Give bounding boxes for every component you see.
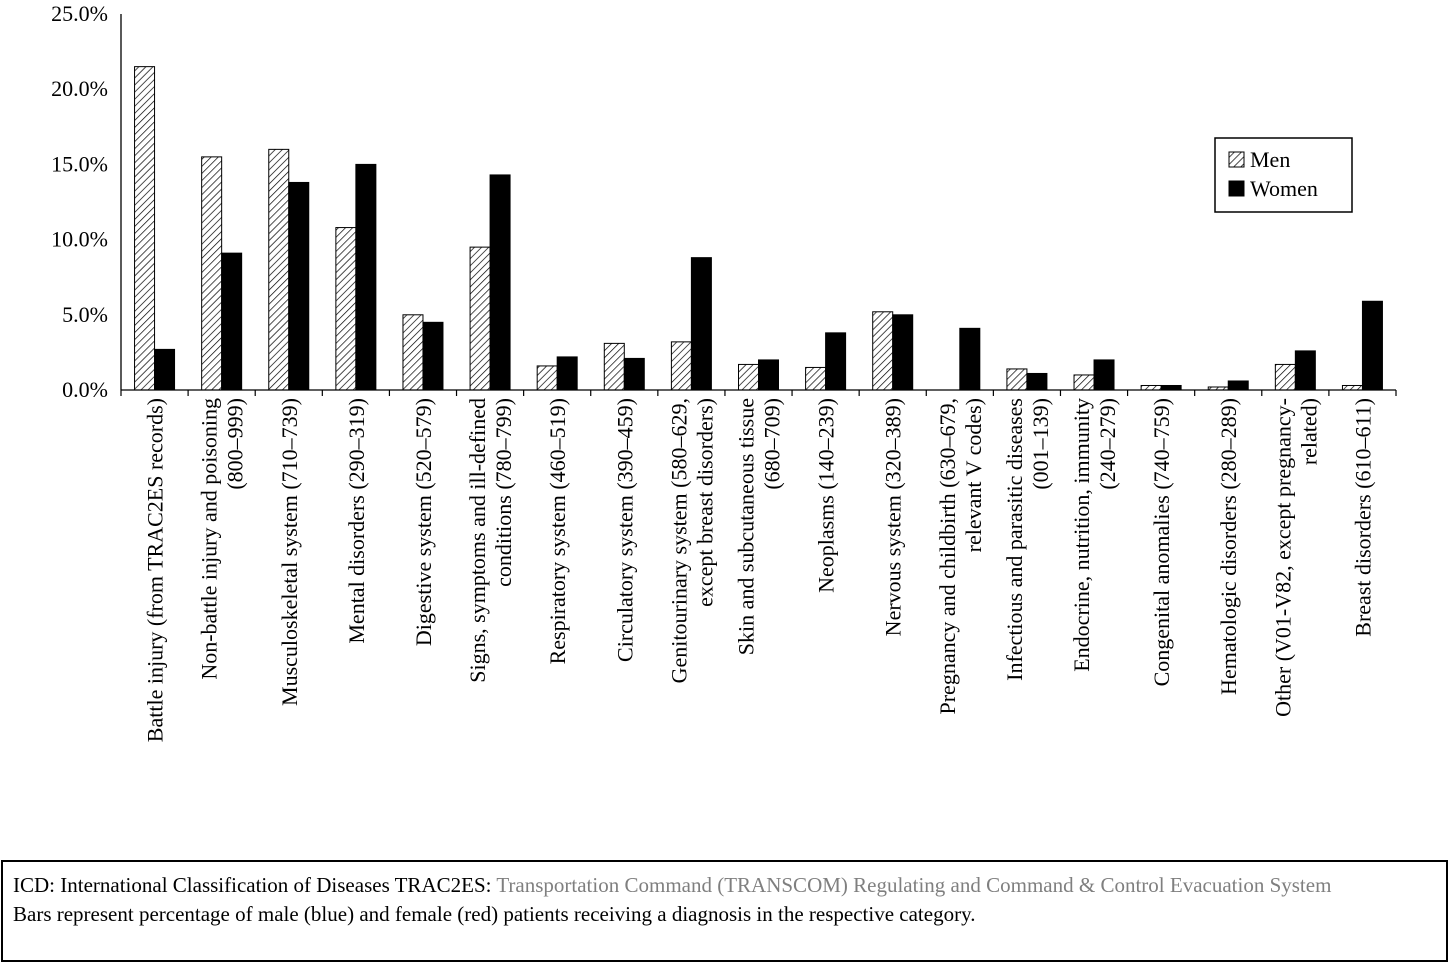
bar-men	[872, 311, 894, 391]
y-tick-label: 5.0%	[62, 302, 108, 327]
x-category-label: Hematologic disorders (280–289)	[1216, 398, 1241, 695]
bar-men	[805, 366, 827, 391]
bar-women	[1294, 350, 1316, 391]
bar-women	[1160, 384, 1182, 391]
bar-men	[1073, 374, 1095, 391]
bar-men	[335, 227, 357, 391]
bar-men	[603, 342, 625, 391]
x-category-label: Signs, symptoms and ill-defined	[465, 398, 490, 683]
bar-men	[536, 365, 558, 391]
x-category-label: Endocrine, nutrition, immunity	[1069, 398, 1094, 672]
footnote-trac2es-definition: Transportation Command (TRANSCOM) Regula…	[496, 873, 1332, 897]
x-axis: Battle injury (from TRAC2ES records) Non-…	[120, 389, 1397, 742]
bar-men	[1274, 363, 1296, 391]
bars	[134, 66, 1383, 391]
x-category-label: (240–279)	[1095, 398, 1120, 490]
bar-men	[268, 148, 290, 391]
x-category-label: (680–709)	[760, 398, 785, 490]
y-axis: 0.0% 5.0% 10.0% 15.0% 20.0% 25.0%	[51, 1, 122, 402]
x-category-label: Musculoskeletal system (710–739)	[277, 398, 302, 706]
bar-men	[402, 314, 424, 391]
bar-men	[670, 341, 692, 391]
bar-women	[221, 252, 243, 391]
x-category-label: Mental disorders (290–319)	[344, 398, 369, 644]
x-category-label: related)	[1296, 398, 1321, 465]
bar-women	[1227, 380, 1249, 391]
legend-swatch-men	[1228, 151, 1245, 168]
x-category-label: Breast disorders (610–611)	[1350, 398, 1375, 637]
y-tick-label: 20.0%	[51, 76, 108, 101]
bar-women	[1093, 359, 1115, 391]
x-category-label: Circulatory system (390–459)	[612, 398, 637, 662]
y-tick-label: 10.0%	[51, 227, 108, 252]
x-category-label: Nervous system (320–389)	[881, 398, 906, 636]
x-category-label: Non-battle injury and poisoning	[197, 398, 222, 680]
footnote-abbrev-text: ICD: International Classification of Dis…	[13, 873, 497, 897]
x-category-label: Pregnancy and childbirth (630–679,	[935, 398, 960, 715]
bar-men	[469, 246, 491, 391]
x-category-label: except breast disorders)	[692, 398, 717, 607]
x-category-label: Congenital anomalies (740–759)	[1149, 398, 1174, 686]
bar-women	[758, 359, 779, 391]
x-category-label: relevant V codes)	[961, 398, 986, 552]
bar-women	[422, 321, 444, 391]
legend: Men Women	[1214, 137, 1353, 213]
x-category-label: Battle injury (from TRAC2ES records)	[143, 398, 168, 742]
legend-box	[1214, 137, 1353, 213]
bar-men	[738, 363, 759, 391]
bar-women	[1026, 372, 1048, 391]
legend-swatch-women	[1228, 180, 1245, 197]
x-category-label: Skin and subcutaneous tissue	[734, 398, 759, 655]
bar-women	[288, 181, 310, 391]
y-tick-label: 0.0%	[62, 377, 108, 402]
x-category-label: Other (V01-V82, except pregnancy-	[1270, 398, 1295, 717]
footnote-line-2: Bars represent percentage of male (blue)…	[13, 902, 976, 926]
x-category-label: Infectious and parasitic diseases	[1002, 398, 1027, 681]
bar-men	[201, 156, 223, 391]
bar-women	[825, 332, 847, 391]
legend-label-men: Men	[1250, 147, 1290, 172]
bar-men	[134, 66, 156, 391]
footnote-line-1: ICD: International Classification of Dis…	[13, 871, 1436, 900]
x-category-label: Genitourinary system (580–629,	[666, 398, 691, 683]
x-category-label: Neoplasms (140–239)	[814, 398, 839, 593]
bar-women	[489, 174, 511, 391]
x-category-label: Digestive system (520–579)	[411, 398, 436, 646]
bar-men	[1006, 368, 1028, 391]
y-tick-label: 25.0%	[51, 1, 108, 26]
x-category-label: conditions (780–799)	[491, 398, 516, 587]
bar-women	[959, 327, 981, 391]
bar-women	[556, 356, 578, 391]
y-tick-label: 15.0%	[51, 151, 108, 176]
bar-women	[892, 314, 914, 391]
bar-women	[154, 348, 176, 391]
bar-women	[1361, 300, 1383, 391]
bar-women	[623, 357, 645, 391]
x-category-label: (800–999)	[223, 398, 248, 490]
bar-women	[355, 163, 377, 391]
bar-chart: 0.0% 5.0% 10.0% 15.0% 20.0% 25.0% Battle inju…	[51, 1, 1397, 742]
bar-men	[1140, 384, 1162, 391]
x-category-label: Respiratory system (460–519)	[545, 398, 570, 664]
bar-men	[1341, 384, 1363, 391]
legend-label-women: Women	[1250, 176, 1318, 201]
footnote-box: ICD: International Classification of Dis…	[1, 860, 1448, 962]
bar-women	[690, 257, 712, 391]
x-category-label: (001–139)	[1028, 398, 1053, 490]
